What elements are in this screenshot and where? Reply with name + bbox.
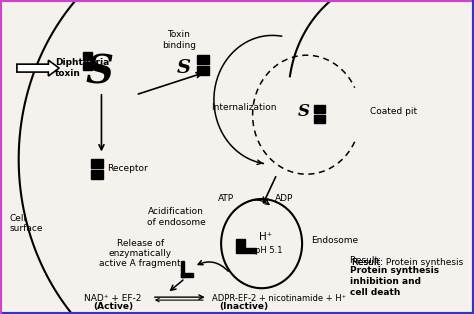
Text: Result: Protein synthesis: Result: Protein synthesis [352, 258, 463, 268]
Bar [246, 247, 256, 252]
Text: NAD⁺ + EF-2: NAD⁺ + EF-2 [84, 294, 142, 303]
Bar [83, 52, 92, 60]
Text: pH 5.1: pH 5.1 [255, 246, 283, 255]
Text: ADP: ADP [275, 194, 293, 203]
Bar [237, 239, 246, 252]
Text: Receptor: Receptor [107, 164, 147, 173]
Text: Acidification
of endosome: Acidification of endosome [147, 207, 206, 226]
Text: Diphtheria
toxin: Diphtheria toxin [55, 58, 109, 78]
Bar [197, 66, 210, 75]
Text: Toxin
binding: Toxin binding [162, 30, 196, 50]
Text: S: S [86, 53, 114, 91]
FancyArrow shape [17, 60, 59, 76]
Text: Endosome: Endosome [311, 236, 358, 245]
Bar [314, 105, 325, 113]
Text: inhibition and: inhibition and [350, 277, 421, 286]
Text: S: S [176, 59, 191, 77]
Text: Release of
enzymatically
active A fragment: Release of enzymatically active A fragme… [100, 239, 181, 268]
Text: ATP: ATP [218, 194, 234, 203]
Bar [83, 62, 92, 70]
Text: Result:: Result: [352, 258, 385, 268]
Text: Coated pit: Coated pit [370, 107, 417, 116]
Text: (Inactive): (Inactive) [219, 302, 268, 311]
Bar [91, 170, 103, 179]
Text: Cell
surface: Cell surface [9, 214, 43, 234]
Text: S: S [298, 103, 310, 120]
Bar [197, 55, 210, 64]
Text: ADPR-EF-2 + nicotinamide + H⁺: ADPR-EF-2 + nicotinamide + H⁺ [212, 294, 346, 303]
Bar [314, 115, 325, 123]
Text: (Active): (Active) [93, 302, 133, 311]
Bar [91, 159, 103, 168]
Bar [181, 262, 184, 277]
Circle shape [221, 199, 302, 288]
Text: Result:: Result: [350, 257, 383, 265]
Text: H⁺: H⁺ [259, 232, 273, 242]
Text: Internalization: Internalization [211, 103, 276, 112]
Text: cell death: cell death [350, 288, 400, 297]
Bar [181, 273, 193, 277]
Text: Protein synthesis: Protein synthesis [350, 266, 439, 275]
